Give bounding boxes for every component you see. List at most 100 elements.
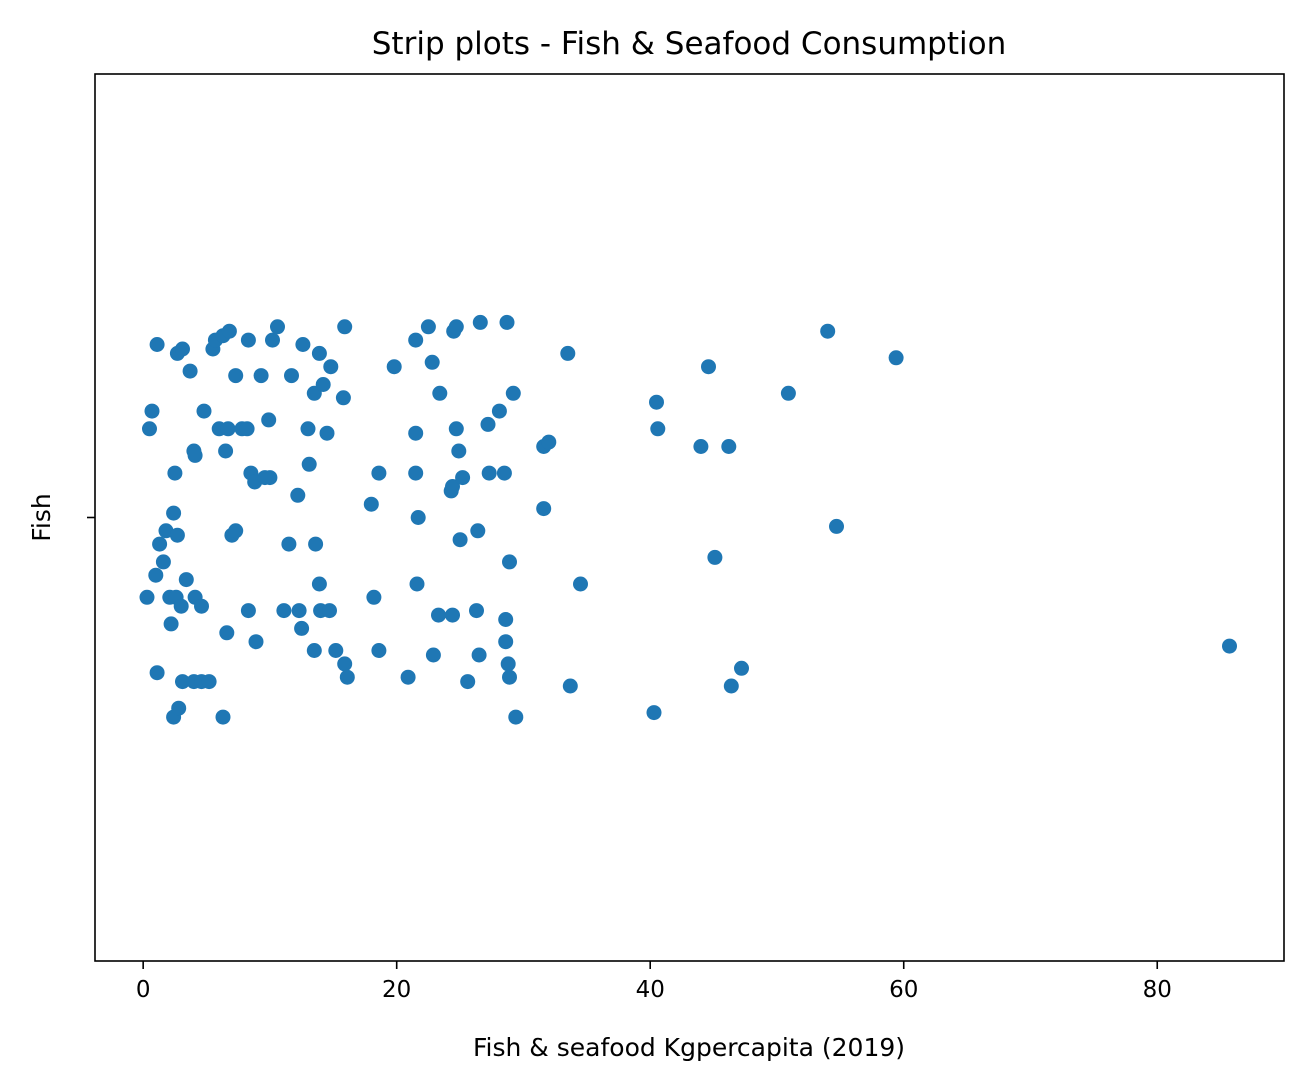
data-point: [270, 319, 285, 335]
data-point: [323, 359, 339, 375]
data-point: [649, 394, 664, 410]
data-point: [276, 603, 292, 619]
data-point: [219, 625, 235, 641]
data-point: [723, 678, 739, 694]
data-point: [290, 487, 306, 503]
data-point: [431, 607, 446, 623]
data-point: [337, 319, 353, 335]
data-point: [408, 425, 424, 441]
data-point: [366, 589, 382, 605]
data-point: [707, 549, 723, 565]
data-point: [178, 572, 194, 588]
data-point: [721, 439, 737, 454]
data-point: [472, 314, 488, 330]
data-point: [328, 643, 344, 658]
data-point: [175, 674, 190, 690]
data-point: [281, 536, 297, 552]
data-point: [221, 323, 237, 339]
data-point: [311, 345, 327, 361]
data-point: [220, 421, 236, 437]
data-point: [469, 603, 484, 619]
data-point: [300, 421, 316, 437]
chart-title: Strip plots - Fish & Seafood Consumption: [372, 26, 1007, 62]
data-points: [139, 314, 1237, 725]
data-point: [480, 416, 496, 432]
data-point: [445, 479, 460, 494]
data-point: [471, 647, 487, 663]
data-point: [470, 523, 486, 539]
y-axis-ticks: Fish: [27, 493, 95, 542]
data-point: [1222, 638, 1237, 654]
data-point: [499, 314, 515, 330]
data-point: [139, 589, 155, 605]
data-point: [149, 665, 165, 681]
data-point: [502, 669, 517, 685]
data-point: [149, 337, 165, 352]
data-point: [253, 368, 269, 384]
data-point: [363, 496, 379, 512]
data-point: [445, 607, 460, 623]
data-point: [448, 319, 464, 335]
data-point: [169, 527, 185, 543]
data-point: [701, 359, 716, 375]
data-point: [144, 403, 160, 419]
data-point: [196, 403, 212, 419]
data-point: [158, 523, 174, 539]
data-point: [646, 705, 662, 721]
data-point: [408, 332, 424, 348]
data-point: [228, 368, 244, 384]
data-point: [888, 350, 904, 366]
data-point: [308, 536, 324, 552]
data-point: [491, 403, 507, 419]
data-point: [311, 576, 327, 592]
data-point: [734, 660, 749, 676]
data-point: [424, 354, 440, 370]
data-point: [409, 576, 425, 592]
data-point: [294, 620, 310, 636]
data-point: [163, 616, 179, 632]
data-point: [498, 634, 514, 650]
data-point: [248, 634, 264, 650]
data-point: [148, 567, 164, 583]
data-point: [291, 603, 307, 619]
x-axis-label: Fish & seafood Kgpercapita (2019): [473, 1033, 905, 1062]
data-point: [167, 465, 183, 481]
data-point: [408, 465, 424, 481]
data-point: [218, 443, 234, 459]
data-point: [420, 319, 436, 335]
x-tick-label: 0: [136, 977, 151, 1003]
y-category-label: Fish: [27, 493, 56, 541]
data-point: [508, 709, 524, 725]
x-tick-label: 80: [1143, 977, 1172, 1003]
data-point: [265, 332, 280, 348]
data-point: [295, 337, 311, 352]
data-point: [166, 505, 182, 521]
x-tick-label: 60: [889, 977, 918, 1003]
data-point: [322, 603, 337, 619]
data-point: [306, 643, 322, 658]
data-point: [500, 656, 516, 672]
data-point: [194, 598, 209, 614]
data-point: [371, 465, 387, 481]
data-point: [829, 518, 844, 534]
x-tick-label: 20: [382, 977, 411, 1003]
data-point: [240, 332, 256, 348]
data-point: [319, 425, 335, 441]
data-point: [448, 421, 464, 437]
data-point: [432, 385, 448, 401]
data-point: [284, 368, 299, 384]
data-point: [142, 421, 157, 437]
data-point: [541, 434, 557, 450]
data-point: [496, 465, 512, 481]
data-point: [693, 439, 709, 454]
data-point: [239, 421, 255, 437]
data-point: [175, 341, 190, 357]
data-point: [215, 709, 231, 725]
data-point: [301, 456, 317, 472]
data-point: [460, 674, 476, 690]
data-point: [425, 647, 441, 663]
data-point: [780, 385, 796, 401]
data-point: [171, 700, 187, 716]
x-tick-label: 40: [636, 977, 665, 1003]
